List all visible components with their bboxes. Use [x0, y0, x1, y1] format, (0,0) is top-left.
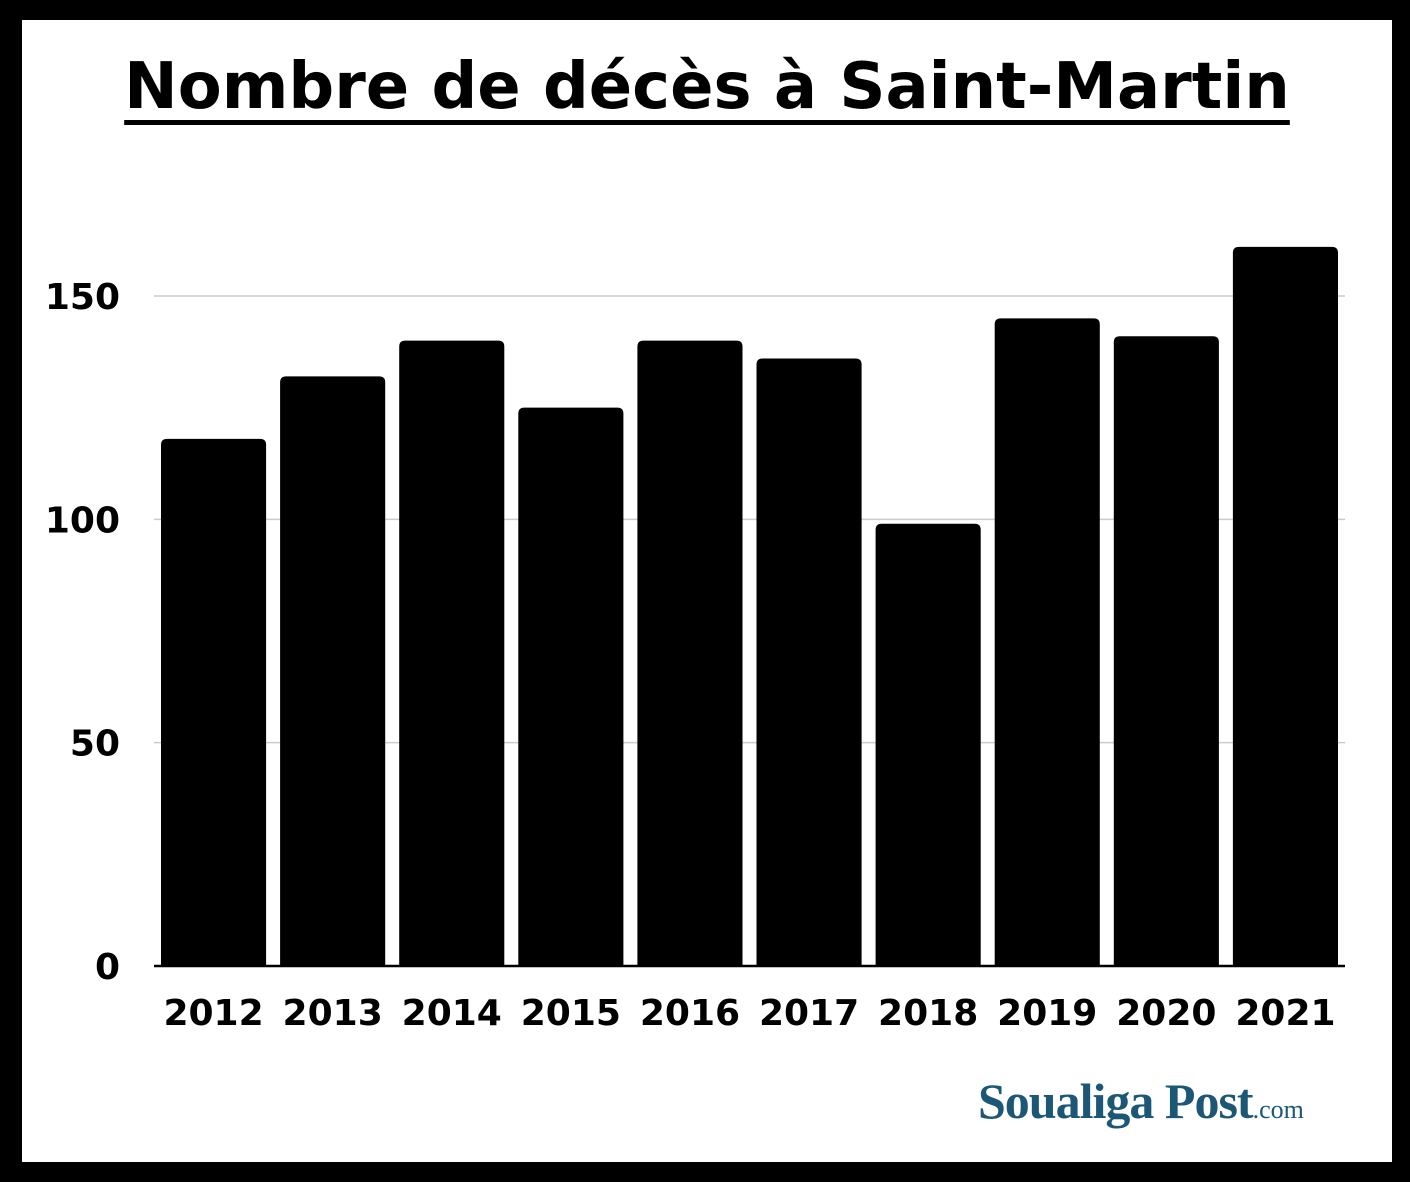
y-tick-label: 0 — [95, 947, 120, 988]
bar-2020 — [1113, 336, 1219, 966]
x-tick-label: 2019 — [997, 993, 1097, 1034]
chart-title: Nombre de décès à Saint-Martin — [124, 50, 1290, 124]
x-tick-label: 2016 — [640, 993, 740, 1034]
bar-2013 — [280, 376, 386, 966]
chart-frame: Nombre de décès à Saint-Martin 0 50 100 150… — [22, 20, 1392, 1162]
brand-logo: Soualiga Post.com — [978, 1072, 1304, 1130]
x-tick-label: 2013 — [283, 993, 383, 1034]
bar-2014 — [399, 340, 505, 967]
y-tick-label: 100 — [45, 500, 120, 541]
bar-2012 — [161, 438, 267, 966]
bars — [161, 246, 1338, 967]
bar-2021 — [1232, 246, 1338, 966]
bar-2019 — [994, 318, 1100, 966]
bar-2017 — [756, 358, 862, 966]
logo-name: Soualiga Post — [978, 1073, 1254, 1129]
y-tick-labels: 0 50 100 150 — [45, 277, 120, 988]
bar-2018 — [875, 523, 981, 966]
x-tick-label: 2017 — [759, 993, 859, 1034]
bar-2015 — [518, 407, 624, 967]
x-tick-label: 2012 — [163, 993, 263, 1034]
y-tick-label: 150 — [45, 277, 120, 318]
x-tick-label: 2015 — [521, 993, 621, 1034]
logo-tld: .com — [1252, 1095, 1304, 1124]
x-tick-label: 2014 — [402, 993, 502, 1034]
x-tick-label: 2020 — [1116, 993, 1216, 1034]
bar-2016 — [637, 340, 743, 967]
x-tick-label: 2018 — [878, 993, 978, 1034]
x-tick-label: 2021 — [1235, 993, 1335, 1034]
y-tick-label: 50 — [70, 724, 120, 765]
x-tick-labels: 2012 2013 2014 2015 2016 2017 2018 2019 2020 2021 — [163, 993, 1335, 1034]
